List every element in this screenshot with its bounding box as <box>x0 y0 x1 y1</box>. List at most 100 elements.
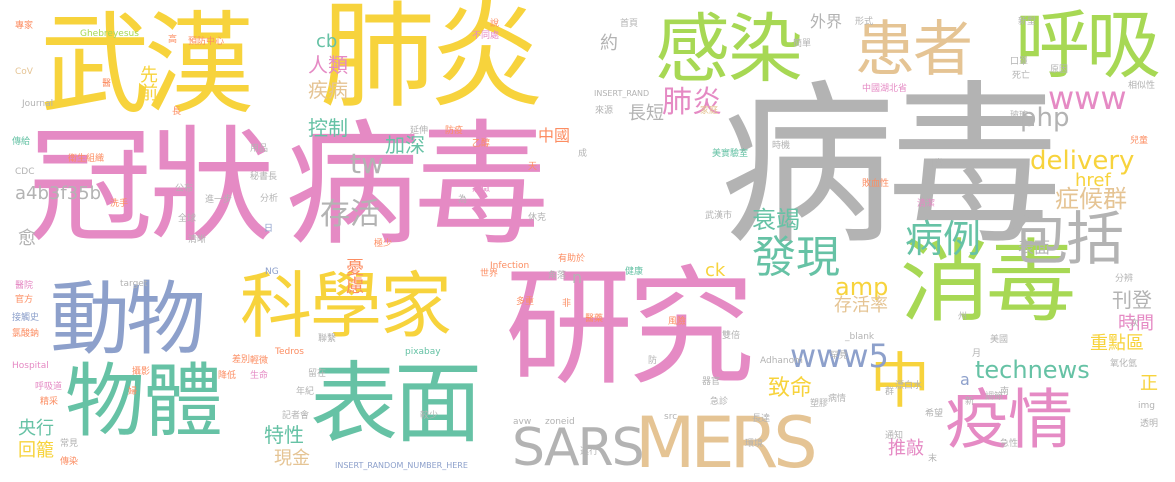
word-yuanyin: 原因 <box>1050 65 1069 75</box>
word-ri: 日 <box>264 224 274 234</box>
word-yanghuaqing: 氧化氫 <box>1110 359 1138 369</box>
word-baokuo: 包括 <box>1010 205 1124 273</box>
word-yanjiu: 研究 <box>505 254 755 403</box>
word-xianqian: 先前 <box>137 65 158 101</box>
word-duozhong: 多重 <box>516 297 535 307</box>
word-delivery: delivery <box>1030 146 1135 176</box>
word-meiguo: 美國 <box>990 335 1009 345</box>
word-bufang: 不同處 <box>472 31 500 41</box>
word-yongpin: 用品 <box>250 144 269 154</box>
word-yanghang: 央行 <box>18 418 54 439</box>
word-mo: 末 <box>928 454 938 464</box>
word-biaomian2: 表面 <box>1018 238 1051 257</box>
word-kongzhi: 控制 <box>308 116 348 140</box>
word-amp: amp <box>835 273 889 301</box>
word-qingsuanyan: 氯酸鈉 <box>12 329 40 339</box>
word-ng: NG <box>265 267 279 277</box>
word-quanqiu: 全球 <box>178 214 197 224</box>
word-zhou: 州 <box>958 312 968 322</box>
word-jiange: 降低 <box>218 371 237 381</box>
word-weisheng: 衛生組織 <box>68 154 105 164</box>
word-cheng: 成 <box>578 149 588 159</box>
word-ribao: 日常 <box>925 159 944 169</box>
word-shijie: 世界 <box>480 269 499 279</box>
word-zhongguohubei: 中國湖北省 <box>862 84 908 94</box>
word-href: href <box>1075 170 1111 191</box>
word-yiyuan: 醫院 <box>15 281 34 291</box>
word-infection: Infection <box>490 261 530 271</box>
word-ciyu: 次 <box>1130 319 1140 329</box>
word-jingxing: 進行 <box>580 447 599 457</box>
word-shengming: 生命 <box>250 371 269 381</box>
word-cunhuo: 存活 <box>320 197 380 232</box>
word-wuhanshi: 武漢市 <box>705 211 733 221</box>
word-bingqing: 病情 <box>828 394 847 404</box>
word-tedros: Tedros <box>275 347 304 357</box>
word-zoneid: zoneid <box>545 417 575 427</box>
word-piaobai: 漂白水 <box>895 381 923 391</box>
word-dongwu: 動物 <box>50 273 206 366</box>
word-bolijie: 玻璃 <box>1010 111 1029 121</box>
word-jiating: 家庭 <box>700 106 719 116</box>
word-blank: _blank <box>845 332 875 342</box>
word-fangzhi: 防疫 <box>445 126 464 136</box>
word-shouye: 首頁 <box>620 19 639 29</box>
word-zhiming: 致命 <box>768 376 813 401</box>
word-chang: 長短 <box>628 103 664 124</box>
word-qingzhong: 輕微 <box>250 356 269 366</box>
word-wei: 為 <box>458 195 468 205</box>
word-siwang: 死亡 <box>1012 71 1031 81</box>
word-huanjing: 環境 <box>745 439 764 449</box>
word-zhenghouqun: 症候群 <box>1055 185 1127 213</box>
word-jizhen: 急診 <box>710 397 729 407</box>
word-a: a <box>960 370 970 389</box>
word-xishou: 洗手 <box>110 199 129 209</box>
word-ji: 極少 <box>374 239 393 249</box>
word-insert1: INSERT_RAND <box>594 89 650 98</box>
word-zhongdianqu: 重點區 <box>1090 333 1144 354</box>
word-qixiang: 器官 <box>702 377 721 387</box>
word-yi: 醫 <box>102 79 112 89</box>
word-feiyan2: 肺炎 <box>662 85 722 120</box>
word-fengxian: 風險 <box>668 317 687 327</box>
word-yue2: 月 <box>972 349 982 359</box>
word-insert2: INSERT_RANDOM_NUMBER_HERE <box>335 461 468 470</box>
word-huxidao: 呼吸道 <box>35 382 63 392</box>
word-fang: 防 <box>648 356 658 366</box>
word-www5: www5 <box>790 337 889 375</box>
word-jiyibu: 進一步 <box>205 195 233 205</box>
word-adhanom: Adhanom <box>760 356 803 366</box>
word-jiashen: 加深 <box>385 133 425 157</box>
word-lianlu: 聯繫 <box>318 334 337 344</box>
word-ck: ck <box>705 260 726 281</box>
word-www: www <box>1048 79 1127 117</box>
word-qingxi: 清晰 <box>188 235 207 245</box>
word-xingshi: 形式 <box>855 17 874 27</box>
word-chuanran: 傳染 <box>60 457 79 467</box>
word-kandeng: 刊登 <box>1112 288 1152 312</box>
word-laiyuan: 來源 <box>595 106 614 116</box>
word-guanzhuang: 冠狀 <box>28 115 274 260</box>
word-sujiao: 塑膠 <box>810 399 829 409</box>
word-shuo: 說 <box>490 19 500 29</box>
word-huanzhe: 患者 <box>855 15 973 85</box>
word-shijian: 時間 <box>1118 313 1154 334</box>
word-zhongguo: 中國 <box>538 126 571 145</box>
word-bingdu: 病毒 <box>720 66 1062 269</box>
word-bingzheng: 病徵 <box>472 184 491 194</box>
word-waijie: 外界 <box>810 12 843 31</box>
word-zhuanjia: 專家 <box>15 21 34 31</box>
word-jianduan: 簡單 <box>793 39 812 49</box>
word-sars: SARS <box>512 418 645 478</box>
word-avw: avw <box>513 417 532 427</box>
word-src: src <box>664 412 678 422</box>
word-tongzhi: 通知 <box>885 431 904 441</box>
word-xiaomi: 較少 <box>420 411 439 421</box>
word-wuti: 物體 <box>65 355 223 448</box>
word-yiyao: 醫藥 <box>585 314 604 324</box>
word-shuangyi: 雙倍 <box>722 331 741 341</box>
word-huxi: 呼吸 <box>1015 1 1161 89</box>
word-xianjin: 現金 <box>274 448 310 469</box>
word-xinxing: 新型 <box>1018 17 1037 27</box>
word-jizhe: 記者會 <box>282 411 310 421</box>
